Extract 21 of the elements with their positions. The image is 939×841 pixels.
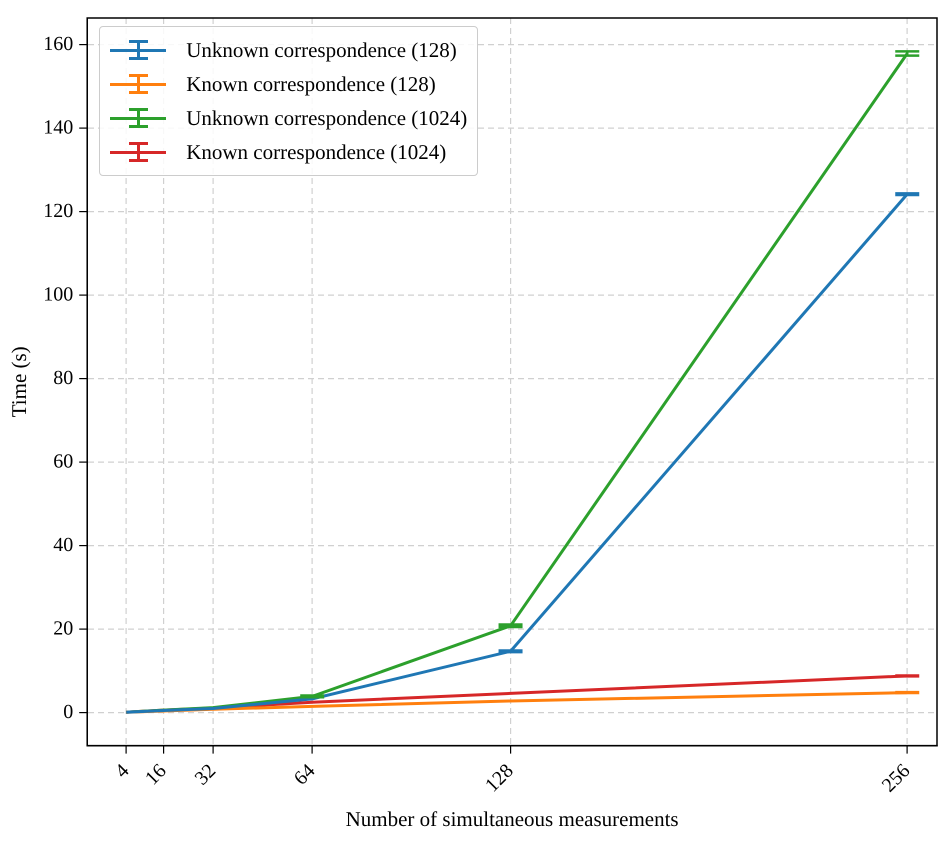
y-tick-label: 0: [63, 700, 74, 723]
x-tick-label: 128: [481, 760, 518, 797]
x-tick-label: 256: [878, 760, 914, 797]
legend-label: Unknown correspondence (128): [186, 38, 457, 62]
x-axis-title: Number of simultaneous measurements: [346, 806, 679, 831]
y-tick-label: 20: [53, 617, 74, 640]
x-tick-label: 32: [190, 760, 220, 790]
y-tick-label: 40: [53, 534, 74, 556]
x-tick-label: 64: [290, 760, 320, 790]
legend-label: Unknown correspondence (1024): [186, 106, 468, 130]
y-tick-label: 100: [43, 283, 74, 306]
x-tick-label: 4: [110, 760, 134, 782]
y-axis-title: Time (s): [7, 346, 32, 418]
y-tick-label: 80: [53, 366, 74, 389]
x-tick-label: 16: [140, 760, 171, 790]
y-tick-label: 160: [43, 32, 74, 55]
y-tick-label: 60: [53, 450, 74, 472]
y-tick-label: 120: [43, 200, 74, 222]
legend-label: Known correspondence (1024): [186, 140, 446, 164]
legend-label: Known correspondence (128): [186, 72, 436, 96]
y-tick-label: 140: [43, 116, 74, 138]
